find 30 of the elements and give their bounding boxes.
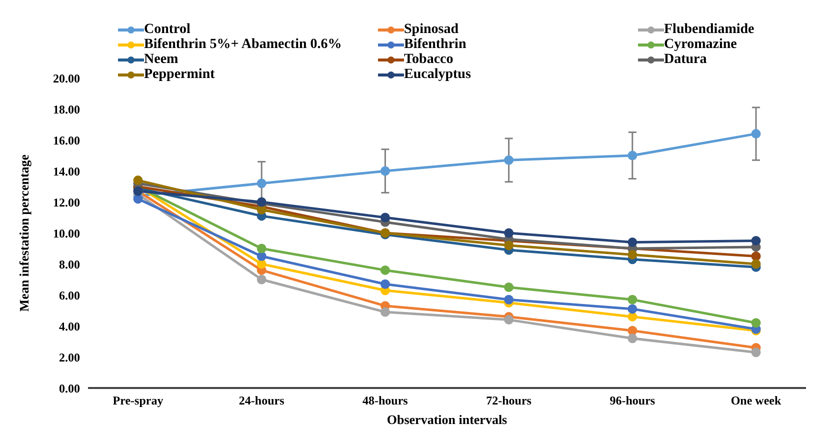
legend-label: Bifenthrin 5%+ Abamectin 0.6% — [144, 37, 342, 52]
legend-label: Tobacco — [404, 52, 454, 67]
y-tick-label: 2.00 — [59, 350, 80, 364]
y-tick-label: 12.00 — [53, 195, 80, 210]
y-axis-title: Mean infestation percentage — [16, 154, 32, 312]
y-tick-label: 18.00 — [53, 102, 80, 116]
legend-label: Bifenthrin — [404, 37, 466, 52]
y-tick-label: 16.00 — [53, 133, 80, 148]
y-tick-label: 10.00 — [53, 226, 80, 240]
x-tick-label: 96-hours — [610, 394, 656, 408]
legend-label: Flubendiamide — [664, 22, 754, 37]
x-tick-label: One week — [730, 394, 782, 408]
legend-label: Control — [144, 22, 190, 37]
legend-label: Peppermint — [144, 67, 215, 82]
legend-label: Cyromazine — [664, 37, 737, 52]
legend-label: Eucalyptus — [404, 67, 471, 82]
legend-label: Spinosad — [404, 22, 458, 37]
y-tick-label: 4.00 — [59, 319, 80, 334]
x-tick-label: 48-hours — [362, 394, 408, 408]
legend-label: Neem — [144, 52, 178, 67]
x-tick-label: 24-hours — [238, 394, 285, 408]
x-tick-label: 72-hours — [486, 394, 532, 408]
x-tick-label: Pre-spray — [112, 394, 164, 408]
y-tick-label: 14.00 — [53, 164, 80, 178]
y-tick-label: 0.00 — [59, 381, 80, 396]
x-axis-title: Observation intervals — [386, 412, 508, 427]
legend-label: Datura — [664, 52, 707, 67]
y-tick-label: 20.00 — [53, 71, 80, 86]
y-tick-label: 8.00 — [59, 257, 80, 272]
y-tick-label: 6.00 — [59, 288, 80, 302]
